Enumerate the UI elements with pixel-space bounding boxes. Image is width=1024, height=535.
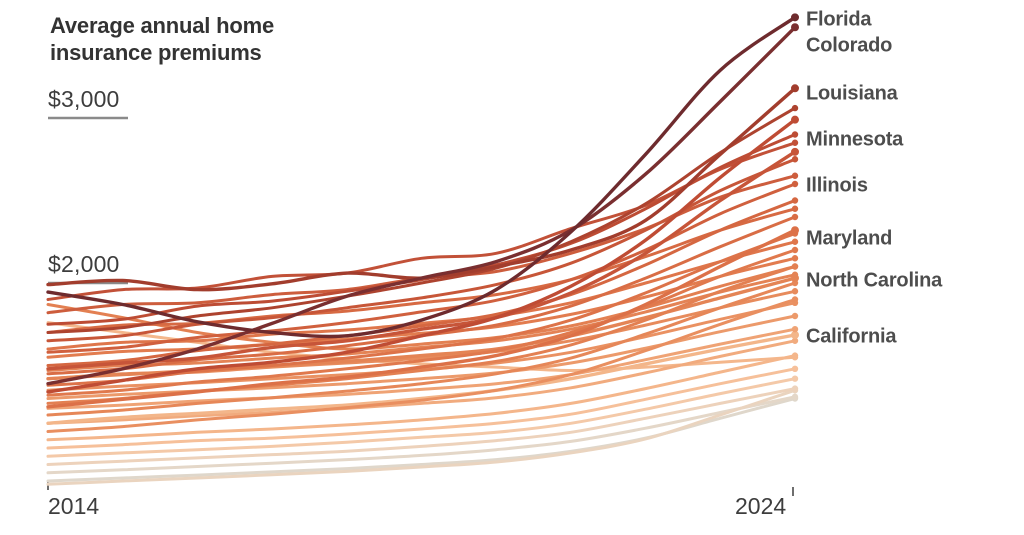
background-line-25 xyxy=(46,387,797,466)
background-line-10-endpoint-dot xyxy=(791,271,799,278)
background-line-18-endpoint-dot xyxy=(791,326,799,333)
state-label-colorado: Colorado xyxy=(806,34,893,57)
background-line-26 xyxy=(46,395,797,475)
state-label-florida: Florida xyxy=(806,8,872,31)
chart-title: Average annual home insurance premiums xyxy=(50,13,275,65)
state-line-colorado-endpoint-dot xyxy=(791,23,799,32)
state-line-california-endpoint-dot xyxy=(791,330,799,339)
state-label-california: California xyxy=(806,325,897,348)
state-line-minnesota xyxy=(46,118,797,394)
background-line-18 xyxy=(46,327,797,410)
background-line-19 xyxy=(46,281,797,417)
background-line-26-endpoint-dot xyxy=(791,393,799,401)
state-line-florida xyxy=(46,15,797,339)
background-line-13 xyxy=(46,232,797,387)
y-axis-label-2000: $2,000 xyxy=(48,251,120,277)
state-label-maryland: Maryland xyxy=(806,227,893,250)
background-line-21-endpoint-dot xyxy=(791,296,799,303)
background-line-20-endpoint-dot xyxy=(791,337,799,344)
background-line-20 xyxy=(46,339,797,425)
state-line-colorado xyxy=(46,25,797,386)
state-label-minnesota: Minnesota xyxy=(806,128,904,151)
state-label-louisiana: Louisiana xyxy=(806,82,898,105)
state-line-louisiana-endpoint-dot xyxy=(791,84,799,93)
background-line-29-endpoint-dot xyxy=(791,263,799,270)
state-label-illinois: Illinois xyxy=(806,174,868,197)
background-line-1-endpoint-dot xyxy=(791,139,799,146)
background-line-16-endpoint-dot xyxy=(791,312,799,320)
background-line-12-endpoint-dot xyxy=(791,288,799,295)
background-line-9-endpoint-dot xyxy=(791,197,799,204)
background-line-6-endpoint-dot xyxy=(791,238,799,245)
background-line-8-endpoint-dot xyxy=(791,255,799,262)
background-line-11-endpoint-dot xyxy=(791,213,799,221)
state-line-illinois xyxy=(46,150,797,371)
background-line-28 xyxy=(46,388,797,486)
background-line-22 xyxy=(46,354,797,442)
background-line-4 xyxy=(46,207,797,334)
background-line-3-endpoint-dot xyxy=(791,131,799,138)
state-line-maryland xyxy=(46,228,797,409)
x-axis-label-2024: 2024 xyxy=(735,493,787,519)
state-label-north-carolina: North Carolina xyxy=(806,269,943,292)
background-line-4-endpoint-dot xyxy=(791,205,799,212)
y-axis-label-3000: $3,000 xyxy=(48,86,120,112)
background-line-23 xyxy=(46,367,797,450)
background-line-8 xyxy=(46,256,797,359)
x-axis-label-2014: 2014 xyxy=(48,493,100,519)
state-line-california xyxy=(46,333,797,425)
state-line-minnesota-endpoint-dot xyxy=(791,115,799,124)
background-line-10 xyxy=(46,273,797,372)
background-line-2-endpoint-dot xyxy=(791,172,799,179)
background-line-24 xyxy=(46,377,797,458)
background-line-15 xyxy=(46,248,797,397)
background-line-7-endpoint-dot xyxy=(791,180,799,188)
background-line-15-endpoint-dot xyxy=(791,246,799,254)
background-line-23-endpoint-dot xyxy=(791,365,799,372)
background-line-5-endpoint-dot xyxy=(791,156,799,163)
background-line-25-endpoint-dot xyxy=(791,385,799,392)
background-line-31-endpoint-dot xyxy=(791,104,799,112)
background-line-22-endpoint-dot xyxy=(791,352,799,359)
state-line-florida-endpoint-dot xyxy=(791,13,799,22)
background-line-24-endpoint-dot xyxy=(791,375,799,382)
state-line-maryland-endpoint-dot xyxy=(791,226,799,235)
background-line-9 xyxy=(46,199,797,367)
background-line-21 xyxy=(46,298,797,433)
state-line-illinois-endpoint-dot xyxy=(791,147,799,156)
